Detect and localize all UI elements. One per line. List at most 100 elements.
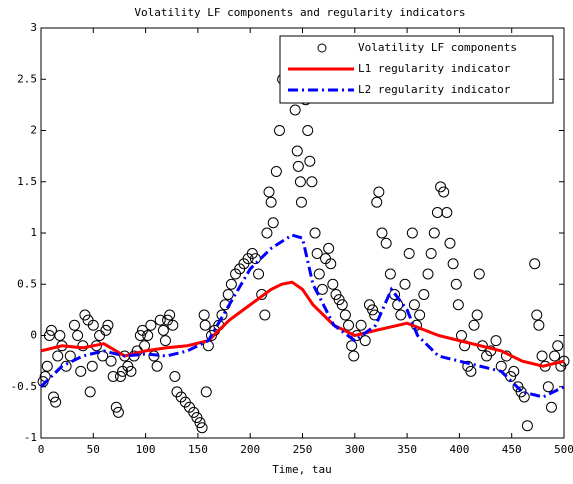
scatter-point — [265, 196, 277, 208]
y-tick-label: -0.5 — [11, 380, 38, 393]
scatter-point — [68, 319, 80, 331]
scatter-point — [105, 355, 117, 367]
x-tick-label: 350 — [397, 443, 417, 456]
scatter-point — [471, 309, 483, 321]
x-tick-label: 0 — [38, 443, 45, 456]
scatter-point — [291, 145, 303, 157]
scatter-point — [444, 237, 456, 249]
scatter-point — [169, 371, 181, 382]
scatter-point — [348, 350, 360, 362]
scatter-point — [468, 319, 480, 331]
scatter-point — [346, 340, 358, 352]
scatter-point — [450, 278, 462, 290]
scatter-point — [52, 350, 64, 362]
scatter-point — [406, 227, 418, 239]
scatter-point — [159, 335, 171, 347]
x-tick-label: 400 — [449, 443, 469, 456]
scatter-point — [311, 248, 323, 259]
scatter-point — [428, 227, 440, 239]
scatter-point — [48, 391, 60, 403]
legend-marker — [317, 43, 327, 53]
scatter-point — [273, 125, 285, 136]
scatter-point — [64, 350, 76, 362]
scatter-point — [267, 217, 279, 229]
scatter-point — [359, 335, 371, 347]
chart-title: Volatility LF components and regularity … — [134, 6, 465, 19]
scatter-point — [425, 248, 437, 259]
scatter-point — [50, 396, 62, 408]
scatter-point — [107, 371, 119, 382]
scatter-point — [422, 268, 434, 280]
scatter-point — [167, 319, 179, 331]
scatter-point — [542, 381, 554, 393]
scatter-point — [465, 365, 477, 377]
scatter-point — [316, 283, 328, 295]
x-tick-label: 100 — [136, 443, 156, 456]
y-tick-label: 2 — [30, 124, 37, 137]
scatter-point — [112, 406, 124, 418]
scatter-point — [72, 330, 84, 341]
scatter-point — [292, 160, 304, 172]
scatter-point — [518, 391, 530, 403]
scatter-point — [403, 248, 415, 259]
scatter-point — [380, 237, 392, 249]
scatter-point — [157, 324, 169, 336]
scatter-point — [373, 186, 385, 198]
scatter-point — [355, 319, 367, 331]
scatter-point — [102, 319, 114, 331]
scatter-point — [54, 330, 66, 341]
scatter-point — [529, 258, 541, 270]
scatter-point — [336, 299, 348, 311]
scatter-point — [309, 227, 321, 239]
scatter-point — [545, 401, 557, 413]
x-axis-label: Time, tau — [272, 463, 332, 476]
scatter-point — [302, 125, 314, 136]
scatter-point — [45, 324, 57, 336]
scatter-point — [371, 196, 383, 208]
scatter-point — [306, 176, 318, 188]
scatter-point — [114, 371, 126, 382]
scatter-point — [261, 227, 273, 239]
y-tick-label: 1 — [30, 226, 37, 239]
scatter-point — [134, 330, 146, 341]
scatter-point — [395, 309, 407, 321]
scatter-point — [339, 309, 351, 321]
y-tick-label: 2.5 — [17, 72, 37, 85]
scatter-point — [97, 350, 109, 362]
scatter-point — [473, 268, 485, 280]
scatter-point — [196, 422, 208, 434]
scatter-point — [452, 299, 464, 311]
scatter-point — [313, 268, 325, 280]
scatter-point — [490, 335, 502, 347]
scatter-point — [399, 278, 411, 290]
scatter-point — [414, 309, 426, 321]
x-tick-label: 300 — [345, 443, 365, 456]
scatter-point — [194, 417, 206, 429]
scatter-point — [508, 365, 520, 377]
scatter-point — [87, 319, 99, 331]
scatter-point — [438, 186, 450, 198]
scatter-point — [408, 299, 420, 311]
x-tick-label: 200 — [240, 443, 260, 456]
scatter-point — [200, 386, 212, 398]
scatter-point — [295, 196, 307, 208]
scatter-point — [154, 314, 166, 326]
y-tick-label: 0 — [30, 329, 37, 342]
scatter-point — [256, 289, 268, 300]
scatter-point — [384, 268, 396, 280]
scatter-point — [84, 386, 96, 398]
scatter-point — [125, 365, 137, 377]
scatter-point — [367, 304, 379, 316]
scatter-point — [110, 401, 122, 413]
x-tick-label: 150 — [188, 443, 208, 456]
scatter-point — [447, 258, 459, 270]
y-tick-label: 0.5 — [17, 277, 37, 290]
scatter-point — [431, 207, 443, 218]
scatter-point — [549, 350, 561, 362]
scatter-point — [270, 166, 282, 177]
scatter-point — [41, 360, 53, 372]
scatter-point — [222, 289, 234, 300]
scatter-point — [521, 420, 533, 432]
scatter-point — [418, 289, 430, 300]
